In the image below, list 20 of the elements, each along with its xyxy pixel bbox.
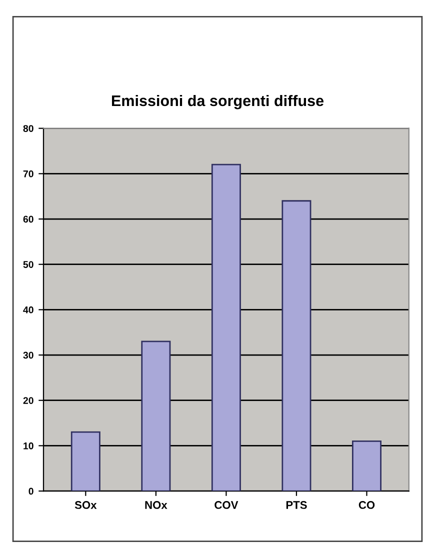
x-tick-label: SOx — [74, 501, 97, 509]
y-tick-label: 10 — [24, 442, 34, 450]
x-tick-label: NOx — [145, 501, 168, 509]
bar — [352, 440, 382, 492]
chart-title: Emissioni da sorgenti diffuse — [112, 94, 324, 110]
y-tick-label: 50 — [23, 261, 34, 268]
x-tick-label: COV — [214, 501, 238, 509]
y-tick-label: 30 — [23, 352, 34, 359]
x-tick-label: PTS — [286, 501, 307, 509]
y-tick-label: 0 — [28, 488, 34, 495]
y-tick-label: 70 — [23, 170, 34, 178]
bar — [211, 164, 241, 492]
y-tick-label: 40 — [23, 306, 34, 314]
bar — [282, 200, 312, 492]
bar — [141, 340, 171, 492]
bar — [70, 431, 100, 492]
y-tick-label: 60 — [23, 216, 34, 223]
y-tick-label: 80 — [23, 125, 34, 132]
x-tick-label: CO — [358, 501, 375, 509]
y-tick-label: 20 — [23, 397, 34, 404]
